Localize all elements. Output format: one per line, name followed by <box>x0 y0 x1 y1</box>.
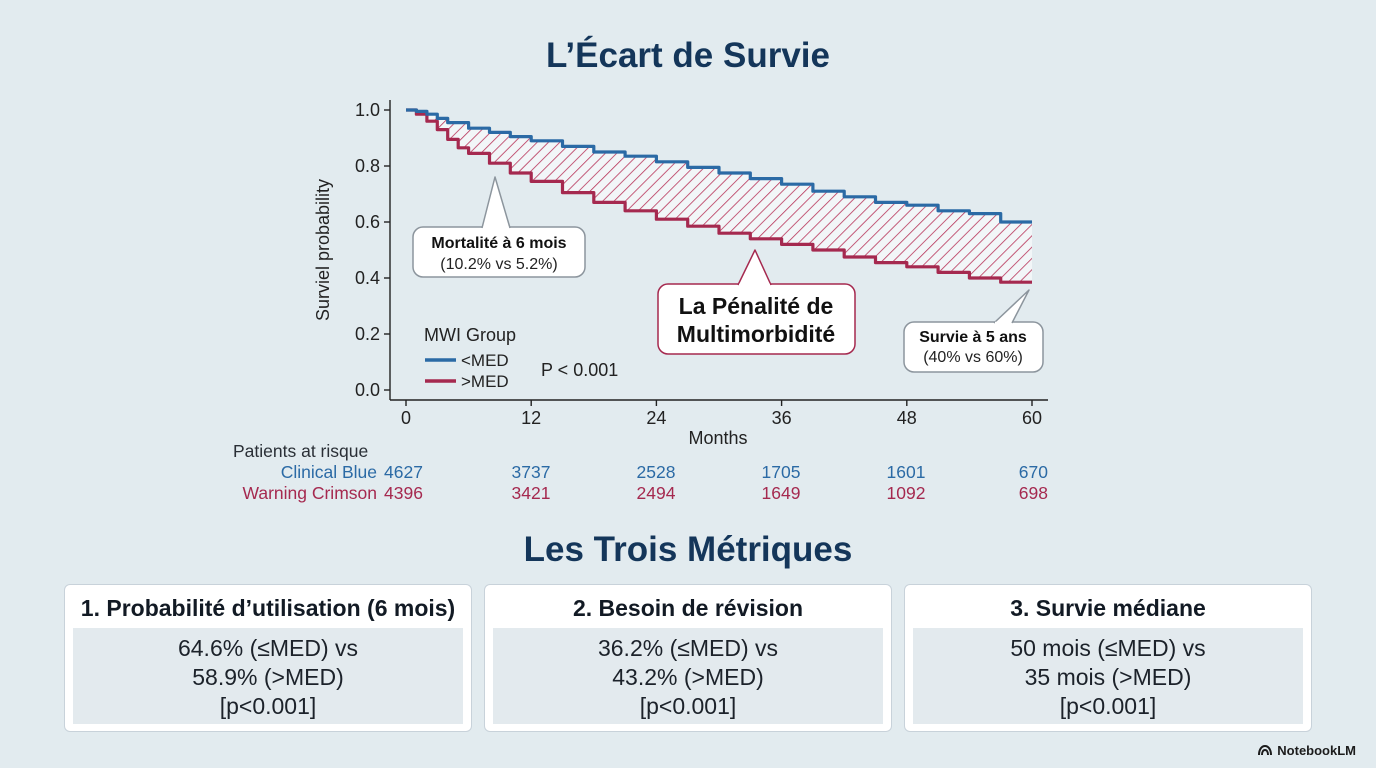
x-tick-label: 36 <box>772 408 792 428</box>
risk-cell: 3737 <box>511 462 551 482</box>
y-tick-label: 0.8 <box>355 156 380 176</box>
metric-card-median-survival: 3. Survie médiane 50 mois (≤MED) vs 35 m… <box>904 584 1312 732</box>
metric-line: 43.2% (>MED) <box>612 664 764 690</box>
annotation-title: La Pénalité de <box>679 293 834 319</box>
metric-card-title: 2. Besoin de révision <box>572 595 804 621</box>
metric-line: 36.2% (≤MED) vs <box>597 635 779 661</box>
metric-card-revision: 2. Besoin de révision 36.2% (≤MED) vs 43… <box>484 584 892 732</box>
annotation-survival-5y: Survie à 5 ans (40% vs 60%) <box>903 289 1044 373</box>
annotation-title: Survie à 5 ans <box>919 329 1027 346</box>
y-tick-label: 0.2 <box>355 324 380 344</box>
notebooklm-icon <box>1258 745 1273 756</box>
metric-card-title: 3. Survie médiane <box>1010 595 1206 621</box>
series-line-below-median <box>406 108 1032 224</box>
risk-cell: 2494 <box>636 483 676 503</box>
metric-card-title: 1. Probabilité d’utilisation (6 mois) <box>80 595 456 621</box>
y-tick-label: 0.0 <box>355 380 380 400</box>
metric-card-body: 64.6% (≤MED) vs 58.9% (>MED) [p<0.001] <box>73 628 463 724</box>
chart-title: L’Écart de Survie <box>545 36 831 75</box>
x-tick-label: 48 <box>897 408 917 428</box>
risk-cell: 2528 <box>636 462 676 482</box>
y-tick-label: 1.0 <box>355 100 380 120</box>
risk-cell: 670 <box>1018 462 1048 482</box>
metric-line: 64.6% (≤MED) vs <box>177 635 359 661</box>
metric-line: [p<0.001] <box>219 693 317 719</box>
risk-row-label: Warning Crimson <box>242 483 377 503</box>
callout-pointer <box>737 249 772 286</box>
callout-box <box>903 321 1044 373</box>
metric-line: 58.9% (>MED) <box>192 664 344 690</box>
x-tick-label: 60 <box>1022 408 1042 428</box>
risk-cell: 1649 <box>761 483 801 503</box>
annotation-mortality-6m: Mortalité à 6 mois (10.2% vs 5.2%) <box>412 176 586 278</box>
legend-entry: <MED <box>461 351 509 370</box>
risk-cell: 1705 <box>761 462 801 482</box>
legend-title: MWI Group <box>424 325 516 345</box>
brand-label: NotebookLM <box>1277 743 1356 758</box>
x-tick-label: 24 <box>646 408 666 428</box>
risk-cell: 1601 <box>886 462 926 482</box>
y-axis-label: Surviel probability <box>313 179 333 321</box>
y-tick-label: 0.4 <box>355 268 380 288</box>
risk-cell: 3421 <box>511 483 551 503</box>
callout-pointer <box>481 176 511 229</box>
annotation-text: Multimorbidité <box>677 321 835 347</box>
metric-line: 50 mois (≤MED) vs <box>1010 635 1206 661</box>
metric-card-body: 36.2% (≤MED) vs 43.2% (>MED) [p<0.001] <box>493 628 883 724</box>
risk-cell: 4396 <box>384 483 423 503</box>
risk-cell: 1092 <box>886 483 926 503</box>
x-axis-label: Months <box>688 428 747 448</box>
x-tick-label: 0 <box>401 408 411 428</box>
y-tick-label: 0.6 <box>355 212 380 232</box>
annotation-title: Mortalité à 6 mois <box>431 235 566 252</box>
p-value: P < 0.001 <box>541 360 618 380</box>
x-tick-label: 12 <box>521 408 541 428</box>
metric-line: [p<0.001] <box>1059 693 1157 719</box>
callout-pointer <box>993 289 1030 324</box>
series-line-above-median <box>406 108 1032 284</box>
annotation-text: (10.2% vs 5.2%) <box>440 256 557 273</box>
metric-line: [p<0.001] <box>639 693 737 719</box>
survival-gap-area <box>406 110 1032 283</box>
risk-table-title: Patients at risque <box>233 441 369 461</box>
annotation-text: (40% vs 60%) <box>923 349 1023 366</box>
metric-card-body: 50 mois (≤MED) vs 35 mois (>MED) [p<0.00… <box>913 628 1303 724</box>
risk-cell: 698 <box>1018 483 1048 503</box>
metric-card-utilisation: 1. Probabilité d’utilisation (6 mois) 64… <box>64 584 472 732</box>
notebooklm-logo: NotebookLM <box>1258 743 1356 758</box>
risk-cell: 4627 <box>384 462 423 482</box>
section-title: Les Trois Métriques <box>523 530 853 569</box>
metric-line: 35 mois (>MED) <box>1024 664 1192 690</box>
legend-entry: >MED <box>461 372 509 391</box>
risk-row-label: Clinical Blue <box>280 462 377 482</box>
survival-chart: 0.0 0.2 0.4 0.6 0.8 1.0 0 12 24 36 48 60 Months Survi… <box>313 100 1048 448</box>
